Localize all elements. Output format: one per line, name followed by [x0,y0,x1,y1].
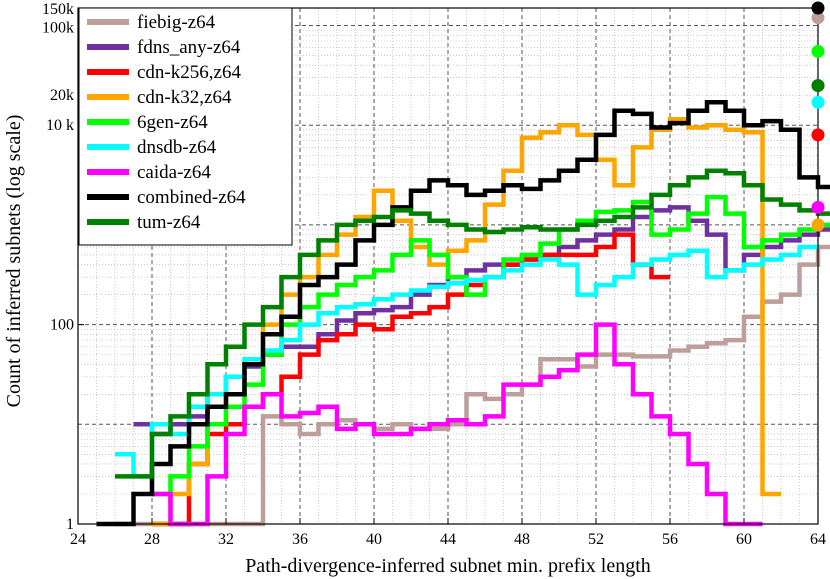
series-layer [96,100,830,527]
legend-label: tum-z64 [137,212,201,233]
y-tick-label: 100k [42,20,74,37]
legend-label: combined-z64 [137,187,246,208]
x-tick-label: 64 [810,531,826,548]
x-tick-label: 24 [70,531,86,548]
x-tick-label: 48 [514,531,530,548]
y-tick-label: 100 [50,317,74,334]
legend-label: fdns_any-z64 [137,37,241,58]
total-dot-tum-z64 [811,79,825,93]
x-tick-label: 32 [218,531,234,548]
legend: fiebig-z64 fdns_any-z64 cdn-k256,z64 cdn-k3… [78,7,293,246]
legend-label: cdn-k256,z64 [137,62,241,83]
series-line-fiebig-z64 [115,244,830,527]
x-tick-label: 28 [144,531,160,548]
total-dot-caida-z64 [811,200,825,214]
total-dots [811,1,825,232]
y-axis-title: Count of inferred subnets (log scale) [3,115,25,408]
x-tick-label: 40 [366,531,382,548]
series-line-caida-z64 [152,322,763,527]
y-tick-label: 150k [42,1,74,18]
x-tick-label: 52 [588,531,604,548]
x-tick-label: 36 [292,531,308,548]
legend-label: dnsdb-z64 [137,137,217,158]
legend-label: 6gen-z64 [137,112,208,133]
total-dot-combined-z64 [811,1,825,15]
total-dot-dnsdb-z64 [811,95,825,109]
total-dot-6gen-z64 [811,44,825,58]
series-line-tum-z64 [115,168,830,479]
legend-label: fiebig-z64 [137,12,216,33]
legend-label: caida-z64 [137,162,211,183]
x-tick-label: 60 [736,531,752,548]
series-line-combined-z64 [96,100,830,527]
x-tick-label: 44 [440,531,456,548]
y-tick-label: 1 [66,516,74,533]
y-tick-label: 20k [50,87,74,104]
total-dot-cdn-k256,z64 [811,128,825,142]
legend-label: cdn-k32,z64 [137,87,232,108]
ticks: 24 28 32 36 40 44 48 52 56 60 64 1 100 10 k 20k 100k 150… [42,1,826,548]
total-dot-cdn-k32,z64 [811,218,825,232]
series-line-dnsdb-z64 [115,244,818,479]
total-dot-fiebig-z64 [811,11,825,25]
y-tick-label: 10 k [46,117,74,134]
x-axis-title: Path-divergence-inferred subnet min. pre… [245,555,651,577]
x-tick-label: 56 [662,531,678,548]
